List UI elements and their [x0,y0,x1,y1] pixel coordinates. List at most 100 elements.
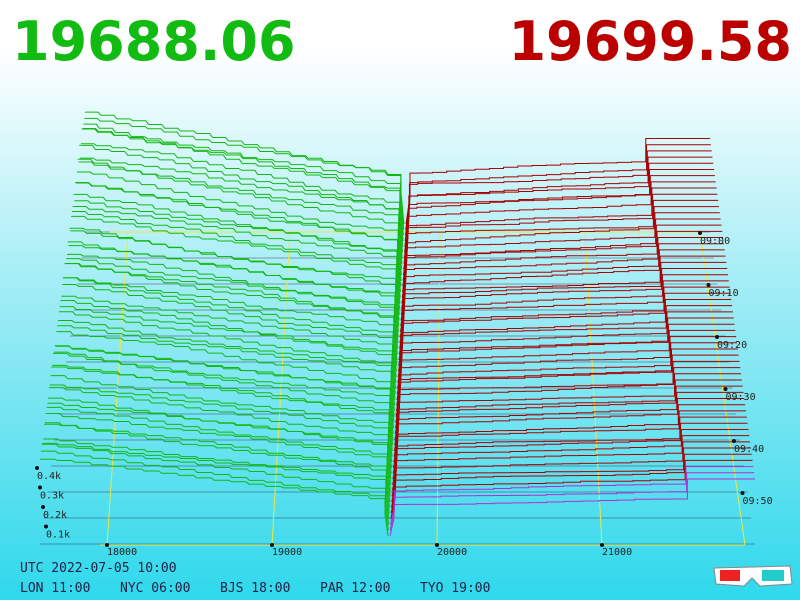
ask-depth-line [391,428,749,491]
ask-depth-line [398,280,729,355]
bid-depth-line [48,397,392,480]
time-label: 09:40 [734,444,764,455]
bid-depth-line [71,215,400,321]
ask-depth-line [397,298,732,372]
ask-depth-line [402,212,720,293]
axis-marker [698,231,702,235]
ask-depth-line [395,360,740,429]
bid-depth-line [42,442,390,520]
utc-time: UTC 2022-07-05 10:00 [20,561,177,576]
axis-marker [35,466,39,470]
ask-depth-line [395,342,737,412]
ask-depth-line [401,230,723,310]
ask-depth-line [400,243,724,321]
zone-time: TYO 19:00 [420,581,490,596]
ask-depth-line [395,348,738,417]
bid-depth-line [49,384,392,468]
time-label: 09:30 [726,392,756,403]
ask-depth-line [389,478,755,537]
bid-depth-line [80,157,403,259]
price-label: 19000 [272,547,302,558]
bid-depth-line [62,283,397,383]
time-label: 09:20 [717,340,747,351]
bid-depth-line [82,128,404,242]
ask-depth-line [393,404,746,469]
ask-depth-line [396,336,737,406]
ask-depth-line [394,373,742,440]
ask-depth-line [396,329,736,400]
ask-depth-line [396,323,735,395]
bid-depth-line [80,143,404,253]
ask-depth-line [405,138,710,225]
zone-time: NYC 06:00 [120,581,190,596]
ask-depth-line [390,453,752,514]
bid-price: 19688.06 [12,10,296,73]
ask-depth-line [402,199,719,281]
ask-depth-line [390,466,754,525]
ask-depth-line [398,286,730,361]
time-label: 09:10 [709,288,739,299]
bid-depth-line [74,200,401,298]
bid-depth-line [75,182,402,293]
axis-marker [44,524,48,529]
ask-depth-line [399,255,726,332]
axis-marker [600,543,604,547]
axis-marker [732,439,736,443]
ask-depth-line [399,274,728,349]
ask-depth-line [395,354,739,423]
ask-depth-line [400,237,724,315]
ask-depth-line [402,206,719,287]
price-grid-line [271,231,291,546]
ask-depth-line [397,305,733,378]
ask-depth-line [403,187,717,270]
price-label: 20000 [437,547,467,558]
bid-depth-line [44,423,390,508]
axis-marker [41,505,45,509]
ask-depth-line [393,385,743,452]
glasses-icon [713,565,793,587]
bid-depth-line [44,422,391,503]
bid-depth-line [46,406,391,491]
ask-depth-line [390,447,751,508]
bid-depth-line [57,325,395,417]
axis-marker [435,543,439,547]
bid-depth-line [59,306,396,400]
bid-depth-line [49,387,392,474]
bid-depth-line [55,345,395,429]
time-label: 09:50 [743,496,773,507]
ask-depth-line [393,398,745,463]
bid-depth-line [56,331,395,423]
bid-depth-line [45,413,391,497]
axis-marker [723,387,728,391]
axis-marker [38,485,42,490]
ask-depth-line [400,249,725,327]
bid-depth-line [71,211,400,315]
axis-marker [105,543,109,547]
ask-depth-line [394,367,741,434]
ask-depth-line [398,292,731,366]
ask-depth-line [405,144,711,230]
ask-depth-line [397,317,734,389]
ask-depth-line [394,379,742,446]
volume-label: 0.1k [46,530,70,541]
bid-depth-line [64,263,398,366]
bid-depth-line [52,364,393,451]
price-label: 21000 [602,547,632,558]
bid-depth-line [54,345,394,434]
bid-depth-line [50,375,393,463]
bid-depth-line [83,123,404,236]
bid-depth-line [58,311,396,406]
ask-depth-line [391,441,751,503]
ask-depth-line [404,168,715,253]
bid-depth-line [41,443,390,525]
ask-depth-line [392,422,748,486]
price-label: 18000 [107,547,137,558]
axis-marker [740,491,745,495]
bid-depth-line [60,299,396,395]
bid-depth-line [79,144,403,264]
time-label: 09:00 [700,236,730,247]
ask-depth-line [404,156,713,242]
ask-depth-line [401,218,721,298]
